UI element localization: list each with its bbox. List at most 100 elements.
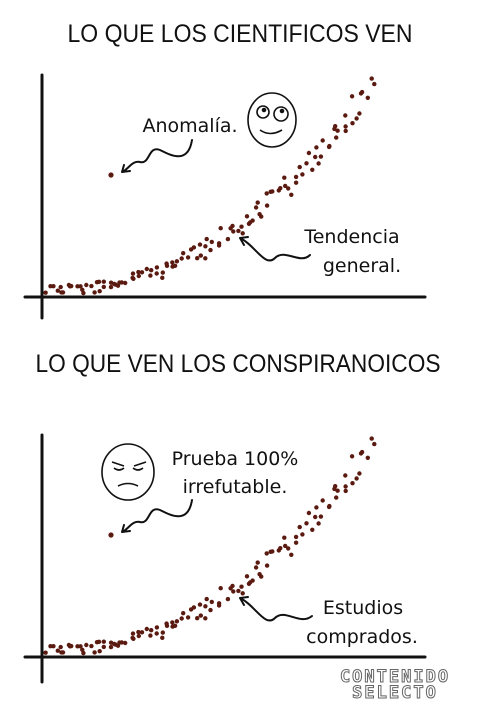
dot [208, 607, 213, 613]
dot [343, 113, 348, 118]
dot [108, 644, 114, 650]
dot [172, 263, 178, 268]
face [101, 443, 155, 501]
dot [139, 270, 145, 275]
dot [286, 546, 291, 551]
dot [264, 191, 269, 196]
dot [78, 284, 83, 289]
dot [320, 138, 325, 143]
dot [334, 135, 339, 140]
dot [84, 282, 89, 288]
dot [204, 236, 209, 242]
panel: LO QUE LOS CIENTIFICOS VEN Anomalía. Ten… [23, 20, 427, 320]
trend-note: comprados. [306, 626, 418, 648]
dot [170, 260, 175, 265]
dot [343, 484, 348, 489]
dot [231, 589, 236, 594]
dot [55, 648, 60, 653]
watermark: SELECTO [352, 683, 438, 703]
dot [240, 231, 245, 236]
dot [289, 552, 294, 557]
dot [343, 488, 348, 494]
dot [231, 229, 236, 234]
dot [185, 615, 191, 620]
dot [297, 164, 302, 170]
dot [316, 161, 321, 166]
dot [359, 89, 365, 95]
dot [349, 94, 355, 99]
dot [160, 635, 165, 640]
dot [123, 640, 128, 646]
dot [372, 81, 377, 87]
dot [55, 288, 60, 293]
dot [209, 239, 214, 245]
dot [250, 218, 255, 223]
dot [314, 505, 319, 510]
arrow [239, 236, 311, 262]
dot [69, 643, 74, 649]
dot [359, 449, 365, 455]
dot [195, 256, 200, 261]
dot [97, 649, 102, 654]
dot [81, 650, 86, 656]
dot [160, 630, 165, 635]
dot [101, 639, 107, 644]
dot [335, 488, 340, 493]
dot [195, 616, 200, 621]
dot [69, 283, 74, 289]
dot [130, 631, 136, 636]
dot [203, 244, 208, 249]
dot [204, 596, 209, 602]
dot [244, 214, 250, 219]
dot [349, 454, 355, 459]
dot [203, 256, 208, 261]
dot [149, 628, 154, 633]
dot [58, 284, 63, 290]
arrow [121, 139, 193, 173]
dots [43, 76, 377, 296]
dot [244, 574, 250, 579]
dot [253, 565, 259, 570]
dot [365, 95, 370, 101]
dot [253, 205, 259, 210]
dot [144, 626, 149, 632]
dot [203, 604, 208, 609]
dot [293, 174, 299, 180]
dot [282, 175, 287, 180]
dot [80, 287, 85, 292]
dot [160, 270, 165, 275]
dot [149, 268, 154, 273]
dot [289, 192, 294, 197]
dot [264, 551, 269, 556]
dot [354, 476, 359, 481]
dot [225, 236, 231, 242]
dot [144, 266, 149, 272]
dot [216, 241, 222, 246]
dot [327, 143, 332, 149]
dot [136, 629, 141, 635]
dot [131, 636, 136, 641]
dot [236, 228, 241, 234]
dot [89, 283, 94, 289]
dot [313, 154, 318, 160]
dot [230, 223, 235, 229]
dot [43, 650, 48, 655]
dot [313, 514, 318, 520]
dot [225, 596, 231, 602]
dot [136, 269, 141, 275]
dot [282, 535, 287, 540]
dot [357, 111, 362, 116]
face [247, 92, 297, 148]
dot [154, 271, 159, 276]
dot [297, 524, 302, 530]
dot [131, 276, 136, 281]
dots [43, 436, 377, 656]
watermark: CONTENIDO [340, 667, 450, 687]
dot [179, 256, 184, 261]
dot [306, 510, 312, 516]
dot [58, 644, 63, 650]
dot [198, 253, 203, 258]
dot [136, 633, 141, 639]
dot [218, 586, 223, 591]
